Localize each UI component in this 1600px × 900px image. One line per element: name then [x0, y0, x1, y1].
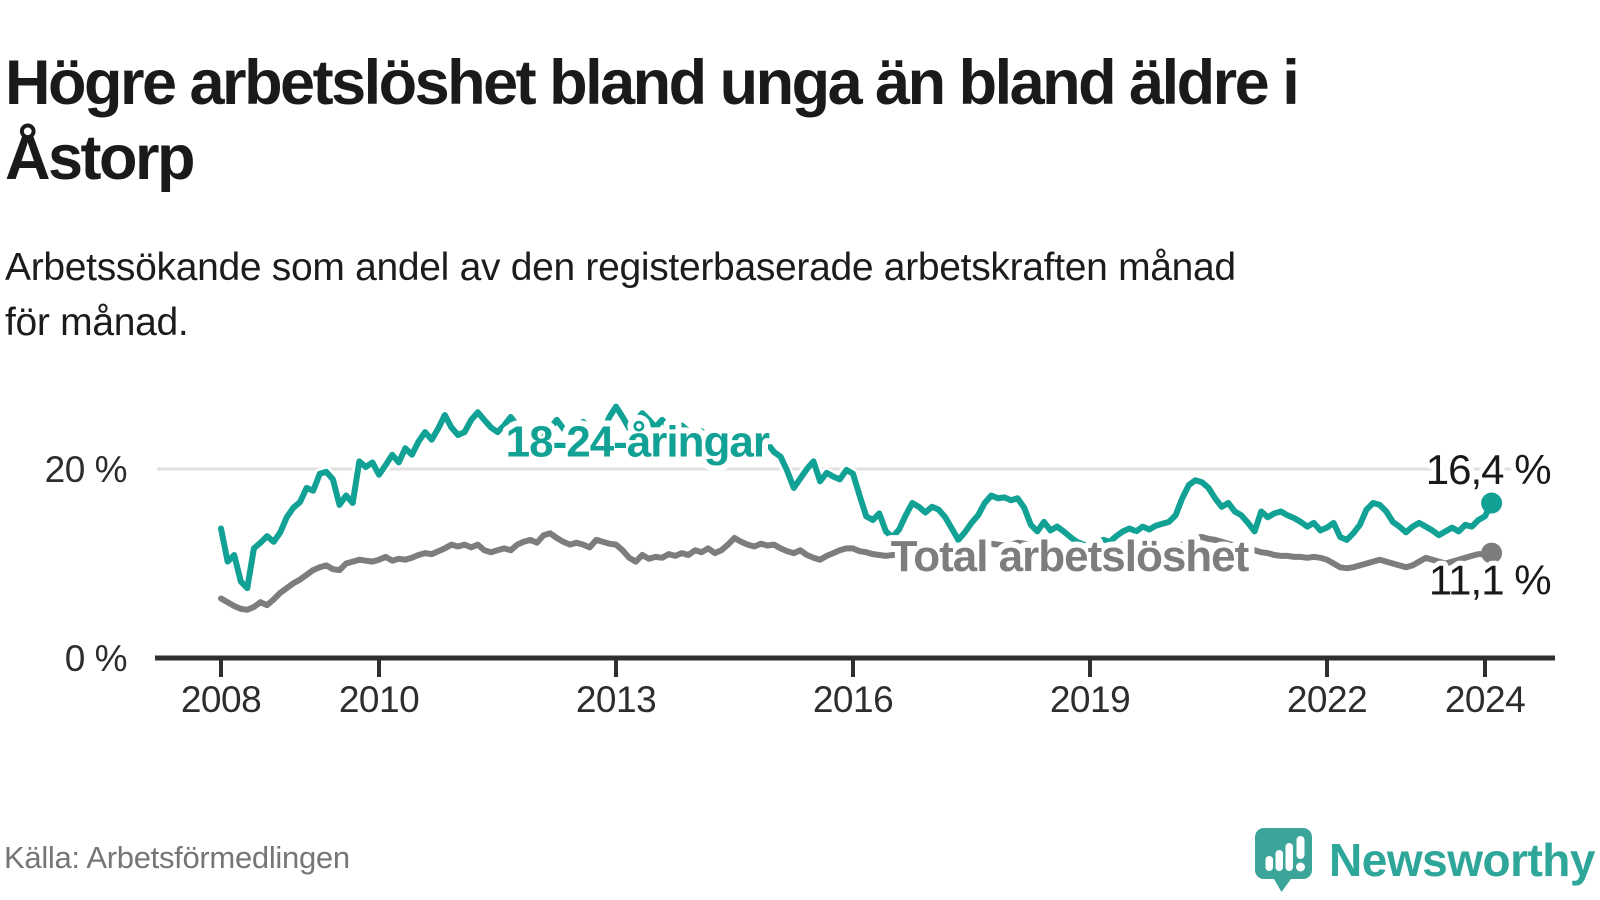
end-dot-18-24-åringar [1481, 492, 1503, 514]
line-Total arbetslöshet [218, 530, 1495, 613]
source-credit: Källa: Arbetsförmedlingen [4, 840, 350, 875]
chart-subtitle: Arbetssökande som andel av den registerb… [5, 246, 1236, 345]
x-axis-label-2016: 2016 [813, 679, 893, 720]
x-axis-label-2024: 2024 [1445, 679, 1525, 720]
exclamation-stem [1296, 836, 1305, 859]
bar-3 [1285, 843, 1294, 871]
newsworthy-logo-icon [1255, 828, 1313, 892]
x-axis-label-2013: 2013 [576, 679, 656, 720]
y-axis-label-20: 20 % [45, 449, 127, 490]
line-halo-Total arbetslöshet [215, 527, 1498, 616]
bar-2 [1275, 850, 1284, 871]
line-18-24-åringar [218, 403, 1495, 592]
newsworthy-branding: Newsworthy [1253, 827, 1595, 893]
page-title: Högre arbetslöshet bland unga än bland ä… [5, 48, 1300, 193]
x-axis-label-2008: 2008 [181, 679, 261, 720]
end-dot-Total arbetslöshet [1481, 542, 1503, 564]
end-value-label-18-24-åringar: 16,4 % [1426, 446, 1551, 493]
x-axis-label-2022: 2022 [1287, 679, 1367, 720]
x-axis-label-2019: 2019 [1050, 679, 1130, 720]
unemployment-line-chart: 0 % 20 % 2008 2010 2013 2016 2019 2022 2024 Total… [45, 401, 1557, 720]
series-label-Total arbetslöshet: Total arbetslöshet [891, 532, 1250, 581]
newsworthy-wordmark: Newsworthy [1329, 834, 1595, 886]
end-value-label-Total arbetslöshet: 11,1 % [1429, 557, 1551, 604]
bar-1 [1265, 856, 1274, 871]
x-axis-label-2010: 2010 [339, 679, 419, 720]
series-label-18-24-åringar: 18-24-åringar [506, 418, 770, 467]
y-axis-label-0: 0 % [65, 638, 127, 679]
exclamation-dot [1296, 862, 1306, 872]
